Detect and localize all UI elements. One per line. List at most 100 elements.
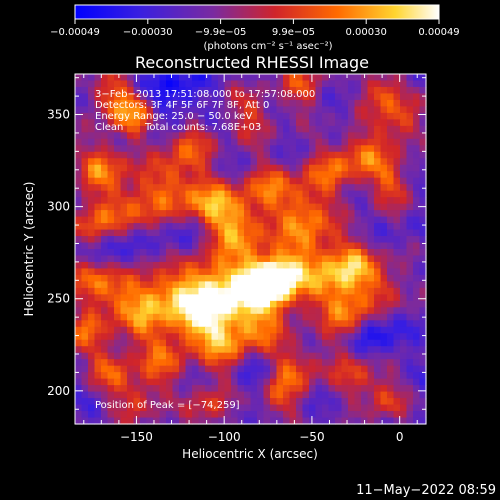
heatmap-cell [127, 346, 135, 354]
heatmap-cell [380, 249, 388, 257]
heatmap-cell [192, 398, 200, 406]
heatmap-cell [322, 106, 330, 114]
heatmap-cell [263, 86, 271, 95]
heatmap-cell [205, 177, 213, 185]
heatmap-cell [302, 93, 310, 101]
heatmap-cell [341, 404, 349, 412]
heatmap-cell [257, 281, 265, 289]
heatmap-cell [218, 203, 226, 211]
heatmap-cell [127, 197, 135, 205]
heatmap-cell [159, 359, 167, 367]
heatmap-cell [296, 326, 304, 334]
heatmap-cell [361, 249, 369, 257]
heatmap-cell [296, 287, 304, 295]
heatmap-cell [270, 184, 278, 192]
heatmap-cell [133, 236, 141, 244]
heatmap-cell [380, 320, 388, 328]
heatmap-cell [198, 417, 206, 425]
heatmap-cell [107, 151, 115, 159]
heatmap-cell [244, 346, 252, 354]
heatmap-cell [361, 326, 369, 334]
heatmap-cell [127, 391, 135, 399]
heatmap-cell [283, 346, 291, 354]
heatmap-cell [101, 171, 109, 179]
heatmap-cell [192, 359, 200, 367]
heatmap-cell [406, 119, 414, 127]
heatmap-cell [153, 80, 161, 88]
heatmap-cell [380, 411, 388, 419]
heatmap-cell [231, 255, 239, 263]
heatmap-cell [309, 119, 317, 127]
heatmap-cell [185, 300, 193, 308]
heatmap-cell [257, 184, 265, 192]
heatmap-cell [309, 164, 317, 172]
heatmap-cell [263, 184, 271, 192]
heatmap-cell [374, 80, 382, 88]
heatmap-cell [289, 132, 297, 140]
heatmap-cell [185, 281, 193, 289]
heatmap-cell [146, 326, 154, 334]
heatmap-cell [237, 339, 245, 347]
heatmap-cell [283, 86, 291, 95]
heatmap-cell [276, 333, 284, 341]
heatmap-cell [81, 145, 89, 153]
heatmap-cell [81, 158, 89, 166]
heatmap-cell [322, 229, 330, 237]
heatmap-cell [224, 255, 232, 263]
heatmap-cell [120, 210, 128, 218]
heatmap-cell [166, 365, 174, 373]
heatmap-cell [127, 106, 135, 114]
heatmap-cell [406, 203, 414, 211]
heatmap-cell [231, 346, 239, 354]
heatmap-cell [75, 417, 83, 425]
heatmap-cell [296, 151, 304, 159]
heatmap-cell [276, 80, 284, 88]
heatmap-cell [289, 346, 297, 354]
heatmap-cell [192, 223, 200, 231]
heatmap-cell [406, 138, 414, 146]
heatmap-cell [289, 255, 297, 263]
heatmap-cell [133, 411, 141, 419]
heatmap-cell [133, 93, 141, 101]
heatmap-cell [302, 294, 310, 302]
heatmap-cell [283, 320, 291, 328]
heatmap-cell [224, 352, 232, 360]
heatmap-cell [374, 203, 382, 211]
heatmap-cell [283, 184, 291, 192]
heatmap-cell [361, 184, 369, 192]
heatmap-cell [374, 197, 382, 205]
heatmap-cell [218, 223, 226, 231]
heatmap-cell [237, 313, 245, 321]
heatmap-cell [75, 236, 83, 244]
heatmap-cell [367, 417, 375, 425]
heatmap-cell [335, 190, 343, 198]
heatmap-cell [328, 112, 336, 120]
heatmap-cell [250, 99, 258, 108]
heatmap-cell [289, 112, 297, 120]
heatmap-cell [211, 242, 219, 250]
heatmap-cell [244, 229, 252, 237]
heatmap-cell [374, 125, 382, 133]
heatmap-cell [107, 164, 115, 172]
heatmap-cell [322, 86, 330, 95]
heatmap-cell [237, 106, 245, 114]
heatmap-cell [146, 352, 154, 360]
heatmap-cell [146, 80, 154, 88]
heatmap-cell [231, 274, 239, 283]
heatmap-cell [354, 151, 362, 159]
heatmap-cell [172, 171, 180, 179]
heatmap-cell [413, 86, 421, 95]
heatmap-cell [198, 145, 206, 153]
heatmap-cell [393, 236, 401, 244]
heatmap-cell [413, 417, 421, 425]
heatmap-cell [348, 74, 356, 82]
heatmap-cell [380, 236, 388, 244]
heatmap-cell [159, 307, 167, 315]
heatmap-cell [283, 119, 291, 127]
heatmap-cell [101, 320, 109, 328]
heatmap-cell [166, 99, 174, 108]
heatmap-cell [322, 411, 330, 419]
heatmap-cell [315, 184, 323, 192]
heatmap-cell [250, 132, 258, 140]
heatmap-cell [348, 268, 356, 276]
